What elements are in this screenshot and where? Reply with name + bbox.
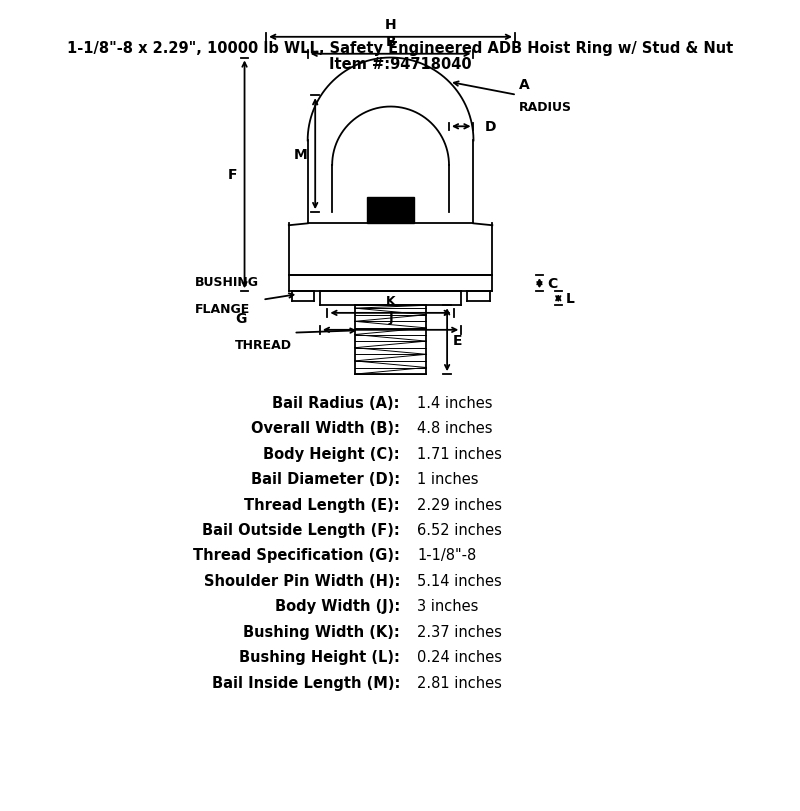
Text: K: K [386, 295, 395, 308]
Text: Shoulder Pin Width (H):: Shoulder Pin Width (H): [204, 573, 400, 588]
Text: THREAD: THREAD [235, 339, 292, 352]
Text: RADIUS: RADIUS [518, 101, 572, 114]
Text: Bushing Width (K):: Bushing Width (K): [243, 624, 400, 639]
Text: G: G [235, 311, 246, 326]
Text: 5.14 inches: 5.14 inches [417, 573, 502, 588]
Text: 1-1/8"-8: 1-1/8"-8 [417, 547, 476, 563]
Text: Thread Length (E):: Thread Length (E): [244, 497, 400, 512]
Text: Bail Outside Length (F):: Bail Outside Length (F): [202, 522, 400, 538]
Text: F: F [227, 168, 237, 182]
Text: Body Height (C):: Body Height (C): [263, 446, 400, 461]
Text: L: L [566, 292, 574, 306]
Text: Bail Radius (A):: Bail Radius (A): [273, 396, 400, 410]
Text: H: H [385, 18, 396, 32]
Text: 1-1/8"-8 x 2.29", 10000 lb WLL, Safety Engineered ADB Hoist Ring w/ Stud & Nut: 1-1/8"-8 x 2.29", 10000 lb WLL, Safety E… [67, 41, 733, 56]
Text: 2.81 inches: 2.81 inches [417, 675, 502, 690]
Text: BUSHING: BUSHING [194, 276, 258, 289]
Text: J: J [388, 311, 393, 324]
Text: 6.52 inches: 6.52 inches [417, 522, 502, 538]
Text: 1.4 inches: 1.4 inches [417, 396, 493, 410]
Text: M: M [294, 148, 308, 161]
Text: 1.71 inches: 1.71 inches [417, 446, 502, 461]
Text: Body Width (J):: Body Width (J): [274, 599, 400, 614]
Text: 0.24 inches: 0.24 inches [417, 650, 502, 664]
Text: C: C [547, 277, 558, 291]
Text: Item #:94718040: Item #:94718040 [329, 57, 471, 71]
Text: B: B [386, 35, 396, 49]
Text: Overall Width (B):: Overall Width (B): [251, 421, 400, 436]
Text: A: A [518, 78, 530, 92]
Text: E: E [453, 333, 462, 347]
Text: Bail Diameter (D):: Bail Diameter (D): [251, 472, 400, 487]
Text: Thread Specification (G):: Thread Specification (G): [193, 547, 400, 563]
Text: 1 inches: 1 inches [417, 472, 478, 487]
Text: Bushing Height (L):: Bushing Height (L): [239, 650, 400, 664]
Text: D: D [485, 120, 496, 134]
Text: 2.37 inches: 2.37 inches [417, 624, 502, 639]
Polygon shape [367, 198, 414, 224]
Text: Bail Inside Length (M):: Bail Inside Length (M): [212, 675, 400, 690]
Text: FLANGE: FLANGE [194, 303, 250, 315]
Text: 4.8 inches: 4.8 inches [417, 421, 493, 436]
Text: 2.29 inches: 2.29 inches [417, 497, 502, 512]
Text: 3 inches: 3 inches [417, 599, 478, 614]
